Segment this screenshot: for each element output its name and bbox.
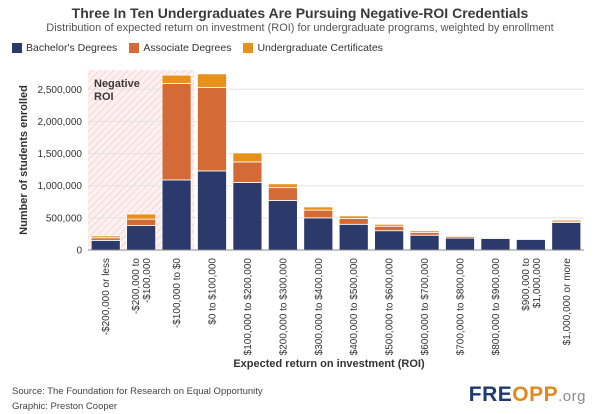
x-tick-label-line: $1,000,000 or more (562, 258, 573, 346)
bar-bachelors (409, 234, 440, 251)
legend-label-certificates: Undergraduate Certificates (257, 42, 383, 54)
x-tick-label: $400,000 to $500,000 (349, 258, 360, 356)
y-tick-label: 1,500,000 (38, 149, 83, 160)
source-note: Source: The Foundation for Research on E… (12, 386, 263, 397)
x-tick-label: $500,000 to $600,000 (385, 258, 396, 356)
bar-associate (303, 209, 334, 219)
legend-item-bachelors: Bachelor's Degrees (12, 42, 117, 54)
legend: Bachelor's Degrees Associate Degrees Und… (12, 42, 383, 54)
x-tick-label-line: -$200,000 or less (101, 258, 112, 335)
x-tick-label: -$200,000 or less (101, 258, 112, 335)
legend-item-certificates: Undergraduate Certificates (243, 42, 383, 54)
bar-bachelors (232, 182, 263, 251)
bar-associate (126, 218, 157, 226)
x-tick-label-line: $800,000 to $900,000 (491, 258, 502, 356)
y-tick-label: 0 (76, 246, 82, 257)
bar-certificates (90, 235, 121, 239)
x-tick-label-line: -$100,000 to $0 (172, 258, 183, 328)
x-tick-label: $800,000 to $900,000 (491, 258, 502, 356)
x-tick-label: $0 to $100,000 (208, 258, 219, 325)
x-tick-label: $100,000 to $200,000 (243, 258, 254, 356)
bar-bachelors (126, 225, 157, 251)
x-tick-label: -$200,000 to -$100,000 (131, 258, 153, 315)
x-tick-label: $1,000,000 or more (562, 258, 573, 346)
legend-label-associate: Associate Degrees (143, 42, 232, 54)
x-tick-label-line: $100,000 to $200,000 (243, 258, 254, 356)
x-tick-label-line: $1,000,000 (532, 258, 543, 308)
bar-bachelors (374, 230, 405, 251)
legend-swatch-associate (129, 43, 140, 53)
bar-bachelors (267, 200, 298, 251)
x-tick-label: $700,000 to $800,000 (456, 258, 467, 356)
bar-certificates (161, 74, 192, 84)
bar-associate (197, 86, 227, 172)
x-axis-label: Expected return on investment (ROI) (233, 358, 425, 370)
x-tick-label: -$100,000 to $0 (172, 258, 183, 328)
legend-label-bachelors: Bachelor's Degrees (26, 42, 118, 54)
bar-bachelors (161, 179, 192, 251)
legend-item-associate: Associate Degrees (129, 42, 231, 54)
x-tick-label-line: $300,000 to $400,000 (314, 258, 325, 356)
legend-swatch-bachelors (12, 43, 22, 53)
bar-associate (409, 231, 440, 236)
bar-certificates (480, 236, 511, 238)
chart-subtitle: Distribution of expected return on inves… (46, 22, 554, 34)
bar-certificates (267, 183, 298, 189)
bar-bachelors (480, 238, 511, 251)
negative-roi-label-line1: Negative (94, 78, 140, 90)
bar-certificates (374, 223, 405, 227)
logo-suffix: .org (558, 388, 586, 405)
x-tick-label-line: $200,000 to $300,000 (278, 258, 289, 356)
bar-bachelors (303, 217, 334, 251)
y-tick-label: 2,000,000 (38, 117, 83, 128)
y-tick-label: 500,000 (46, 213, 83, 224)
x-tick-label-line: $400,000 to $500,000 (349, 258, 360, 356)
bar-associate (161, 83, 192, 181)
bar-certificates (551, 219, 582, 222)
bar-bachelors (515, 238, 546, 251)
graphic-credit: Graphic: Preston Cooper (12, 401, 118, 412)
bar-certificates (445, 235, 475, 237)
bar-bachelors (90, 239, 121, 251)
bar-certificates (409, 230, 440, 233)
y-axis-label: Number of students enrolled (18, 85, 30, 235)
bar-associate (338, 218, 369, 225)
bar-bachelors (445, 237, 475, 251)
y-tick-label: 1,000,000 (38, 181, 83, 192)
x-tick-label-line: $500,000 to $600,000 (385, 258, 396, 356)
x-tick-label-line: -$100,000 (142, 258, 153, 303)
logo-accent: OPP (512, 383, 559, 406)
x-tick-label: $300,000 to $400,000 (314, 258, 325, 356)
x-tick-label-line: $600,000 to $700,000 (420, 258, 431, 356)
bar-associate (267, 187, 298, 201)
bar-bachelors (197, 170, 227, 251)
x-tick-label: $200,000 to $300,000 (278, 258, 289, 356)
x-tick-label-line: $0 to $100,000 (208, 258, 219, 325)
x-tick-label: $600,000 to $700,000 (420, 258, 431, 356)
y-tick-label: 2,500,000 (38, 85, 83, 96)
chart-title: Three In Ten Undergraduates Are Pursuing… (71, 5, 529, 21)
bar-certificates (338, 215, 369, 219)
x-tick-label-line: $900,000 to (521, 258, 532, 311)
x-tick-label: $900,000 to $1,000,000 (521, 258, 543, 311)
bar-certificates (303, 206, 334, 211)
x-tick-label-line: $700,000 to $800,000 (456, 258, 467, 356)
bar-bachelors (551, 221, 582, 251)
logo-main: FRE (468, 383, 513, 406)
x-tick-label-line: -$200,000 to (131, 258, 142, 315)
negative-roi-label-line2: ROI (94, 91, 114, 103)
bar-certificates (197, 73, 227, 88)
bar-certificates (126, 213, 157, 220)
bar-associate (374, 225, 405, 232)
bar-bachelors (338, 223, 369, 251)
legend-swatch-certificates (243, 43, 254, 53)
freopp-logo: FREOPP.org (469, 383, 586, 407)
bar-certificates (232, 152, 263, 163)
bar-associate (232, 161, 263, 183)
